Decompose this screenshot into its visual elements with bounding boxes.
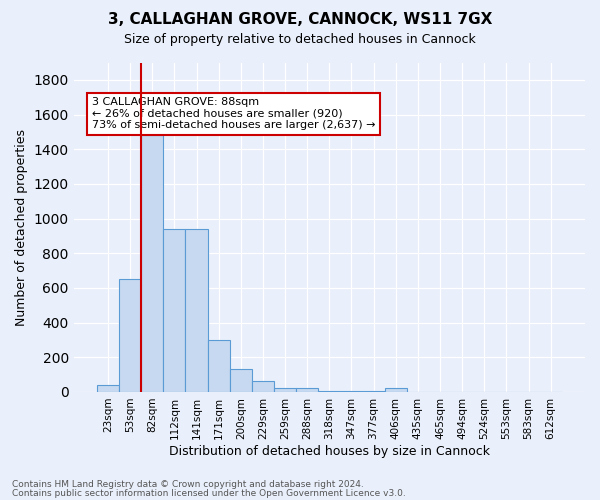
Bar (296, 388, 318, 392)
Bar (141, 136, 163, 392)
Bar (163, 229, 185, 392)
Y-axis label: Number of detached properties: Number of detached properties (15, 128, 28, 326)
Bar (252, 380, 274, 392)
Bar (208, 340, 230, 392)
Bar (230, 370, 252, 392)
Bar (318, 391, 340, 392)
Text: 3 CALLAGHAN GROVE: 88sqm
← 26% of detached houses are smaller (920)
73% of semi-: 3 CALLAGHAN GROVE: 88sqm ← 26% of detach… (92, 97, 375, 130)
Text: 3, CALLAGHAN GROVE, CANNOCK, WS11 7GX: 3, CALLAGHAN GROVE, CANNOCK, WS11 7GX (108, 12, 492, 28)
Text: Contains public sector information licensed under the Open Government Licence v3: Contains public sector information licen… (12, 490, 406, 498)
Text: Size of property relative to detached houses in Cannock: Size of property relative to detached ho… (124, 32, 476, 46)
Bar (185, 229, 208, 392)
Text: Contains HM Land Registry data © Crown copyright and database right 2024.: Contains HM Land Registry data © Crown c… (12, 480, 364, 489)
Bar (385, 388, 407, 392)
Bar (119, 279, 141, 392)
Bar (97, 385, 119, 392)
Bar (340, 391, 362, 392)
Bar (362, 391, 385, 392)
X-axis label: Distribution of detached houses by size in Cannock: Distribution of detached houses by size … (169, 444, 490, 458)
Bar (274, 388, 296, 392)
